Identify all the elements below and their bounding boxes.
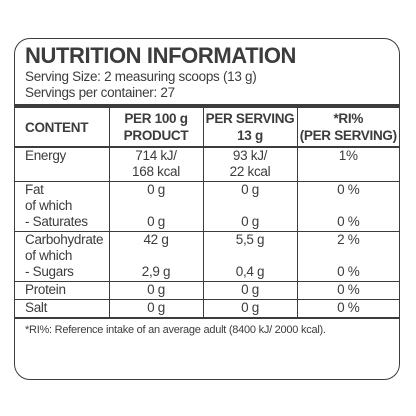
cell-salt-ri: 0 % xyxy=(296,299,399,319)
footnote: *RI%: Reference intake of an average adu… xyxy=(25,324,326,336)
table-row-salt: Salt 0 g 0 g 0 % xyxy=(15,299,399,319)
panel-title: NUTRITION INFORMATION xyxy=(25,43,297,68)
cell-saturates-ri: 0 % xyxy=(296,214,399,232)
table-row-sugars: - Sugars 2,9 g 0,4 g 0 % xyxy=(15,264,399,282)
column-header-per100-line1: PER 100 g xyxy=(124,111,188,126)
table-row-carb-of-which: of which xyxy=(15,248,399,264)
table-row-protein: Protein 0 g 0 g 0 % xyxy=(15,281,399,300)
cell-sugars-per100: 2,9 g xyxy=(108,264,203,282)
cell-sugars-serving: 0,4 g xyxy=(202,264,297,282)
row-label-carbohydrate: Carbohydrate xyxy=(15,231,109,248)
column-header-per100: PER 100 g PRODUCT xyxy=(108,108,203,147)
empty-cell xyxy=(296,198,399,214)
cell-protein-serving: 0 g xyxy=(202,281,297,300)
header-divider xyxy=(15,104,399,108)
row-label-sugars: - Sugars xyxy=(25,264,74,279)
cell-carbohydrate-serving: 5,5 g xyxy=(202,231,297,248)
table-row-saturates: - Saturates 0 g 0 g 0 % xyxy=(15,214,399,232)
cell-saturates-serving: 0 g xyxy=(202,214,297,232)
cell-energy-ri: 1% xyxy=(296,146,399,182)
cell-energy-per100-kcal: 168 kcal xyxy=(132,164,180,179)
row-label-energy: Energy xyxy=(15,146,109,182)
column-header-per100-line2: PRODUCT xyxy=(123,128,189,143)
cell-fat-ri: 0 % xyxy=(296,181,399,198)
cell-energy-per100-kj: 714 kJ/ xyxy=(135,148,177,163)
row-label-carb-of-which: of which xyxy=(25,248,73,263)
empty-cell xyxy=(108,248,203,264)
cell-sugars-ri: 0 % xyxy=(296,264,399,282)
column-header-ri-line1: *RI% xyxy=(333,111,364,126)
serving-size: Serving Size: 2 measuring scoops (13 g) xyxy=(25,69,257,84)
nutrition-table: CONTENT PER 100 g PRODUCT PER SERVING 13… xyxy=(15,108,399,319)
nutrition-panel: NUTRITION INFORMATION Serving Size: 2 me… xyxy=(14,38,400,380)
column-header-serving-line2: 13 g xyxy=(237,128,263,143)
row-label-salt: Salt xyxy=(15,299,109,319)
column-header-serving: PER SERVING 13 g xyxy=(202,108,297,147)
row-label-saturates: - Saturates xyxy=(25,214,88,229)
cell-energy-per100: 714 kJ/ 168 kcal xyxy=(108,146,203,182)
cell-energy-serving-kj: 93 kJ/ xyxy=(232,148,268,163)
empty-cell xyxy=(202,198,297,214)
cell-protein-per100: 0 g xyxy=(108,281,203,300)
empty-cell xyxy=(108,198,203,214)
row-label-fat: Fat xyxy=(15,181,109,198)
panel-header: NUTRITION INFORMATION Serving Size: 2 me… xyxy=(15,39,399,101)
row-label-fat-of-which: of which xyxy=(25,198,73,213)
cell-fat-per100: 0 g xyxy=(108,181,203,198)
cell-saturates-per100: 0 g xyxy=(108,214,203,232)
cell-carbohydrate-per100: 42 g xyxy=(108,231,203,248)
empty-cell xyxy=(202,248,297,264)
table-row-fat: Fat 0 g 0 g 0 % xyxy=(15,181,399,198)
cell-carbohydrate-ri: 2 % xyxy=(296,231,399,248)
empty-cell xyxy=(296,248,399,264)
cell-salt-per100: 0 g xyxy=(108,299,203,319)
column-header-ri: *RI% (PER SERVING) xyxy=(296,108,399,147)
column-header-ri-line2: (PER SERVING) xyxy=(299,128,397,143)
table-row-energy: Energy 714 kJ/ 168 kcal 93 kJ/ 22 kcal 1… xyxy=(15,146,399,182)
row-label-protein: Protein xyxy=(15,281,109,300)
cell-protein-ri: 0 % xyxy=(296,281,399,300)
servings-per-container: Servings per container: 27 xyxy=(25,85,175,100)
column-header-content: CONTENT xyxy=(25,119,89,135)
table-row-carbohydrate: Carbohydrate 42 g 5,5 g 2 % xyxy=(15,231,399,248)
cell-fat-serving: 0 g xyxy=(202,181,297,198)
cell-energy-serving-kcal: 22 kcal xyxy=(229,164,271,179)
column-header-serving-line1: PER SERVING xyxy=(205,111,295,126)
table-header-row: CONTENT PER 100 g PRODUCT PER SERVING 13… xyxy=(15,108,399,147)
cell-salt-serving: 0 g xyxy=(202,299,297,319)
table-row-fat-of-which: of which xyxy=(15,198,399,214)
cell-energy-serving: 93 kJ/ 22 kcal xyxy=(202,146,297,182)
